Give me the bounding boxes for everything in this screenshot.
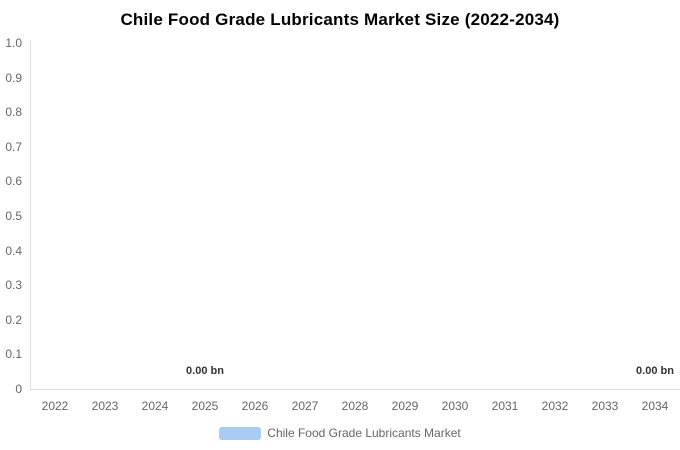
y-axis-tick-label: 0.8 xyxy=(5,105,22,120)
x-axis-tick-label: 2029 xyxy=(391,399,419,413)
y-axis-tick-label: 0.2 xyxy=(5,312,22,327)
y-axis-line xyxy=(30,40,31,389)
legend-swatch-icon xyxy=(219,426,262,440)
x-axis-line xyxy=(30,389,680,390)
x-axis-tick-label: 2023 xyxy=(91,399,119,413)
y-axis-tick-label: 1.0 xyxy=(5,36,22,50)
y-axis-tick-label: 0.3 xyxy=(5,278,22,293)
x-axis-tick-label: 2025 xyxy=(191,399,219,413)
legend-item[interactable]: Chile Food Grade Lubricants Market xyxy=(219,425,461,441)
x-axis-tick-label: 2033 xyxy=(591,399,619,413)
y-axis-tick-label: 0.1 xyxy=(5,347,22,362)
data-label: 0.00 bn xyxy=(186,365,224,377)
y-axis-tick-label: 0 xyxy=(15,382,22,396)
x-axis-tick-label: 2024 xyxy=(141,399,169,413)
legend: Chile Food Grade Lubricants Market xyxy=(0,425,680,441)
x-axis-tick-label: 2034 xyxy=(641,399,669,413)
chart-title: Chile Food Grade Lubricants Market Size … xyxy=(120,10,560,29)
y-axis-tick-label: 0.6 xyxy=(5,174,22,189)
data-label: 0.00 bn xyxy=(636,365,674,377)
y-axis-tick-label: 0.4 xyxy=(5,243,22,258)
x-axis-tick-label: 2028 xyxy=(341,399,369,413)
y-axis-tick-label: 0.5 xyxy=(5,209,22,223)
x-axis-tick-label: 2030 xyxy=(441,399,469,413)
legend-label: Chile Food Grade Lubricants Market xyxy=(267,426,461,440)
x-axis-tick-label: 2031 xyxy=(491,399,519,413)
x-axis-tick-label: 2022 xyxy=(41,399,69,413)
x-axis-tick-label: 2032 xyxy=(541,399,569,413)
plot-area xyxy=(30,43,680,389)
y-axis-tick-label: 0.9 xyxy=(5,70,22,85)
x-axis-tick-label: 2027 xyxy=(291,399,319,413)
y-axis-tick-label: 0.7 xyxy=(5,139,22,154)
x-axis-tick-label: 2026 xyxy=(241,399,269,413)
